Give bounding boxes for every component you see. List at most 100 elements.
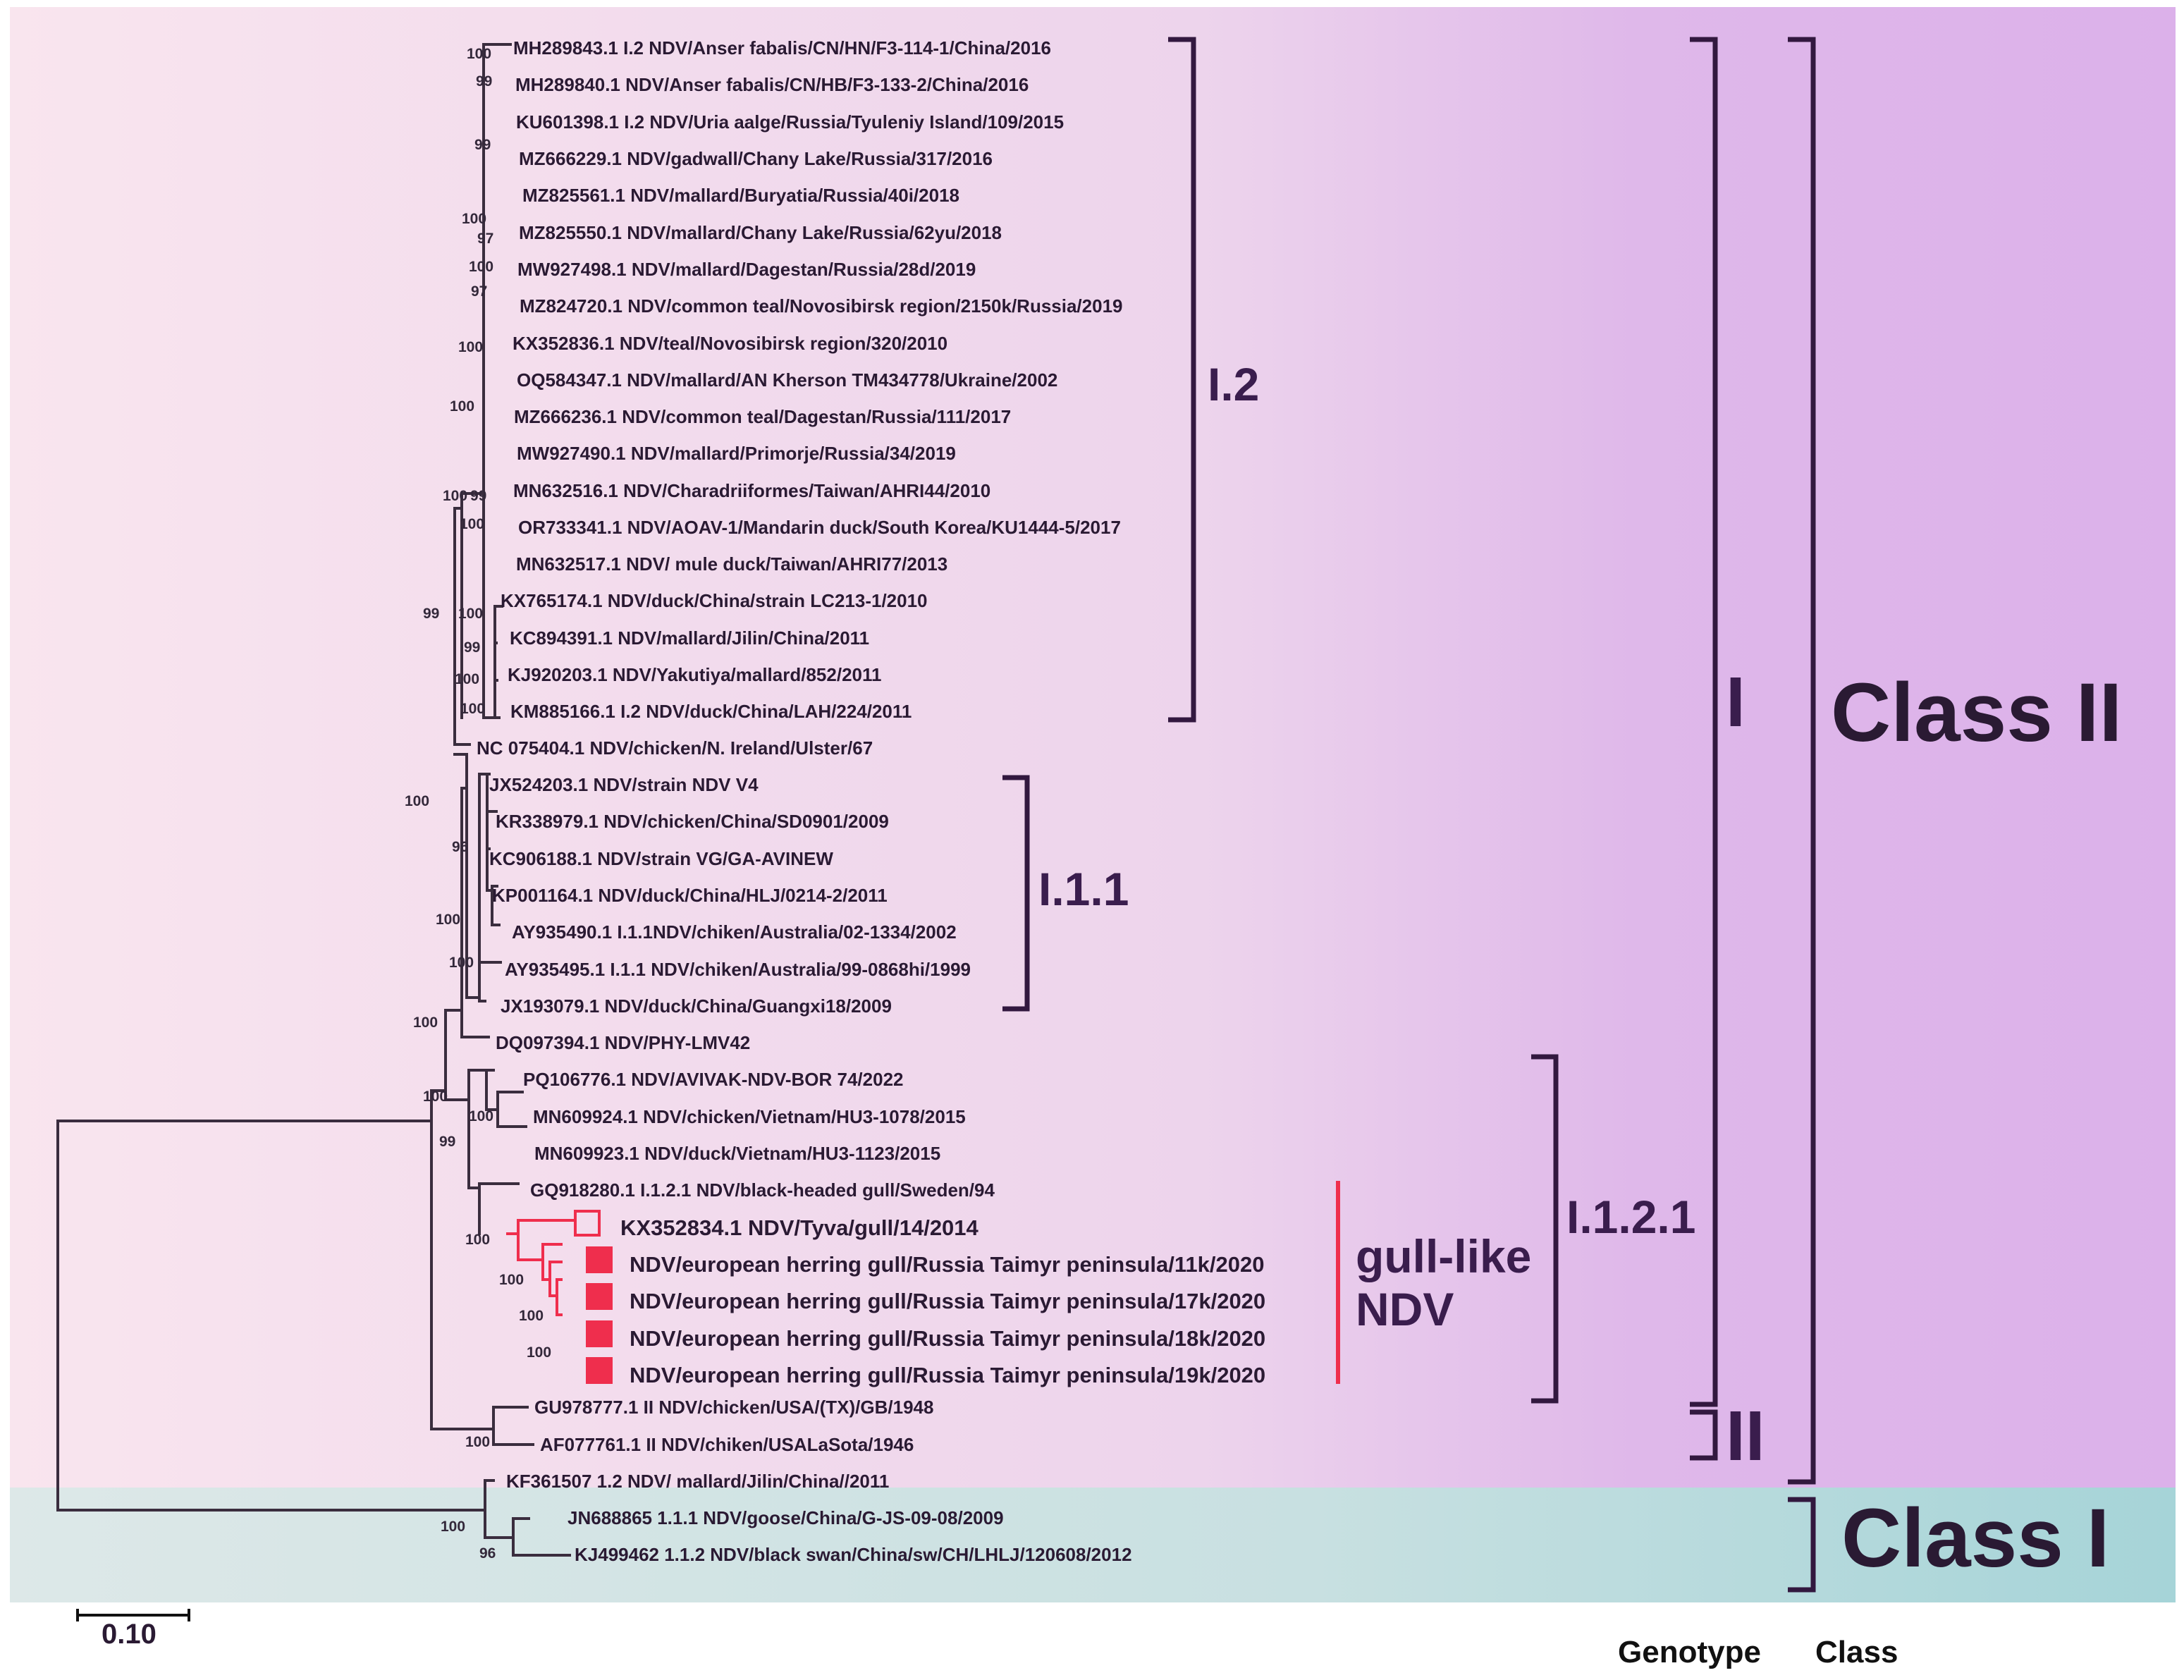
taxon-label: KJ499462 1.1.2 NDV/black swan/China/sw/C… [575,1544,1132,1565]
bootstrap-value: 100 [449,955,474,971]
taxon-label: NDV/european herring gull/Russia Taimyr … [630,1252,1264,1277]
taxon-label: NC 075404.1 NDV/chicken/N. Ireland/Ulste… [477,737,873,759]
taxon-label: KX352834.1 NDV/Tyva/gull/14/2014 [620,1215,979,1240]
bootstrap-value: 100 [450,398,474,415]
taxon-label: KX765174.1 NDV/duck/China/strain LC213-1… [501,590,928,611]
gull-markers [574,1210,613,1384]
bracket-class-ii [1788,37,1816,1485]
bracket-class-i [1788,1497,1816,1593]
bootstrap-value: 100 [405,793,429,809]
bootstrap-value: 100 [469,1108,493,1124]
bootstrap-value: 100 [519,1308,544,1324]
taxon-label: KJ920203.1 NDV/Yakutiya/mallard/852/2011 [508,664,881,685]
bootstrap-value: 100 [467,46,491,62]
taxon-label: MW927490.1 NDV/mallard/Primorje/Russia/3… [517,443,956,464]
taxon-label: NDV/european herring gull/Russia Taimyr … [630,1289,1265,1313]
bootstrap-value: 96 [479,1545,496,1562]
taxon-label: KC906188.1 NDV/strain VG/GA-AVINEW [489,848,833,869]
taxon-label: JX524203.1 NDV/strain NDV V4 [489,774,759,795]
taxon-label: AF077761.1 II NDV/chiken/USALaSota/1946 [540,1434,914,1455]
taxon-label: KF361507 1.2 NDV/ mallard/Jilin/China//2… [506,1471,889,1492]
taxon-label: MN632516.1 NDV/Charadriiformes/Taiwan/AH… [513,480,990,501]
taxon-label: NDV/european herring gull/Russia Taimyr … [630,1326,1265,1351]
bootstrap-value: 99 [423,606,439,622]
taxon-label: KC894391.1 NDV/mallard/Jilin/China/2011 [510,627,869,649]
taxon-label: AY935490.1 I.1.1NDV/chiken/Australia/02-… [512,921,957,943]
bootstrap-value: 97 [471,283,487,300]
bootstrap-values: 100 99 99 100 97 100 97 100 100 100 99 1… [405,46,551,1562]
scale-bar-label: 0.10 [102,1619,157,1650]
taxon-label: MW927498.1 NDV/mallard/Dagestan/Russia/2… [517,259,976,280]
genotype-ii-label: II [1726,1397,1765,1476]
bootstrap-value: 100 [455,671,479,687]
taxa-labels: MH289843.1 I.2 NDV/Anser fabalis/CN/HN/F… [477,37,1265,1565]
bootstrap-value: 97 [477,231,493,247]
bracket-genotype-ii [1690,1409,1718,1461]
bootstrap-value: 100 [465,1232,490,1248]
bootstrap-value: 100 [499,1272,524,1288]
bootstrap-value: 100 [458,339,483,355]
taxon-label: MZ825550.1 NDV/mallard/Chany Lake/Russia… [519,222,1002,243]
taxon-label: MZ666236.1 NDV/common teal/Dagestan/Russ… [514,406,1011,427]
taxon-label: KR338979.1 NDV/chicken/China/SD0901/2009 [496,811,889,832]
taxon-label: OR733341.1 NDV/AOAV-1/Mandarin duck/Sout… [518,517,1121,538]
bootstrap-value: 100 [465,1434,490,1450]
gull-like-label-ndv: NDV [1356,1283,1454,1335]
taxon-label: PQ106776.1 NDV/AVIVAK-NDV-BOR 74/2022 [523,1069,904,1090]
taxon-label: GU978777.1 II NDV/chicken/USA/(TX)/GB/19… [534,1397,933,1418]
gull-like-label: gull-like [1356,1230,1531,1282]
open-square-marker [574,1210,601,1237]
scale-bar [76,1609,190,1621]
bootstrap-value: 100 [436,912,460,928]
taxon-label: MH289840.1 NDV/Anser fabalis/CN/HB/F3-13… [515,74,1029,95]
filled-square-marker [586,1320,613,1347]
genotype-i-label: I [1726,663,1746,742]
taxon-label: KU601398.1 I.2 NDV/Uria aalge/Russia/Tyu… [516,111,1064,133]
taxon-label: DQ097394.1 NDV/PHY-LMV42 [496,1032,750,1053]
bracket-i11 [1002,775,1030,1012]
taxon-label: MN609924.1 NDV/chicken/Vietnam/HU3-1078/… [533,1106,966,1127]
taxon-label: KX352836.1 NDV/teal/Novosibirsk region/3… [513,333,947,354]
bootstrap-value: 100 [443,488,467,504]
taxon-label: MZ666229.1 NDV/gadwall/Chany Lake/Russia… [519,148,993,169]
taxon-label: MH289843.1 I.2 NDV/Anser fabalis/CN/HN/F… [513,37,1051,59]
bootstrap-value: 96 [452,839,468,855]
taxon-label: JX193079.1 NDV/duck/China/Guangxi18/2009 [501,995,892,1017]
bootstrap-value: 99 [476,73,492,90]
filled-square-marker [586,1246,613,1273]
taxon-label: KP001164.1 NDV/duck/China/HLJ/0214-2/201… [492,885,888,906]
filled-square-marker [586,1283,613,1310]
bootstrap-value: 99 [464,639,480,656]
taxon-label: NDV/european herring gull/Russia Taimyr … [630,1363,1265,1387]
bootstrap-value: 100 [458,606,483,622]
taxon-label: MN632517.1 NDV/ mule duck/Taiwan/AHRI77/… [516,553,947,575]
bootstrap-value: 100 [413,1014,438,1031]
bootstrap-value: 100 [469,259,493,275]
bootstrap-value: 100 [460,701,485,717]
tree-branches [56,43,574,1557]
bootstrap-value: 100 [423,1089,448,1105]
class-i-label: Class I [1841,1492,2109,1585]
class-ii-label: Class II [1831,666,2122,759]
filled-square-marker [586,1357,613,1384]
taxon-label: MZ825561.1 NDV/mallard/Buryatia/Russia/4… [522,185,959,206]
clade-label-i11: I.1.1 [1038,863,1129,915]
bracket-genotype-i [1690,37,1718,1407]
bracket-i121 [1531,1054,1559,1404]
clade-label-i121: I.1.2.1 [1566,1191,1695,1243]
taxon-label: OQ584347.1 NDV/mallard/AN Kherson TM4347… [517,369,1057,391]
footer-genotype: Genotype [1618,1635,1761,1669]
clade-brackets [1002,37,1816,1593]
footer-class: Class [1815,1635,1898,1669]
taxon-label: MN609923.1 NDV/duck/Vietnam/HU3-1123/201… [534,1143,940,1164]
bootstrap-value: 100 [527,1344,551,1361]
taxon-label: JN688865 1.1.1 NDV/goose/China/G-JS-09-0… [568,1507,1004,1528]
bootstrap-value: 99 [474,137,491,153]
taxon-label: GQ918280.1 I.1.2.1 NDV/black-headed gull… [530,1179,995,1201]
clade-label-i2: I.2 [1208,358,1259,410]
bootstrap-value: 99 [470,488,486,504]
taxon-label: KM885166.1 I.2 NDV/duck/China/LAH/224/20… [510,701,912,722]
bootstrap-value: 100 [462,211,486,227]
bootstrap-value: 100 [460,516,484,532]
